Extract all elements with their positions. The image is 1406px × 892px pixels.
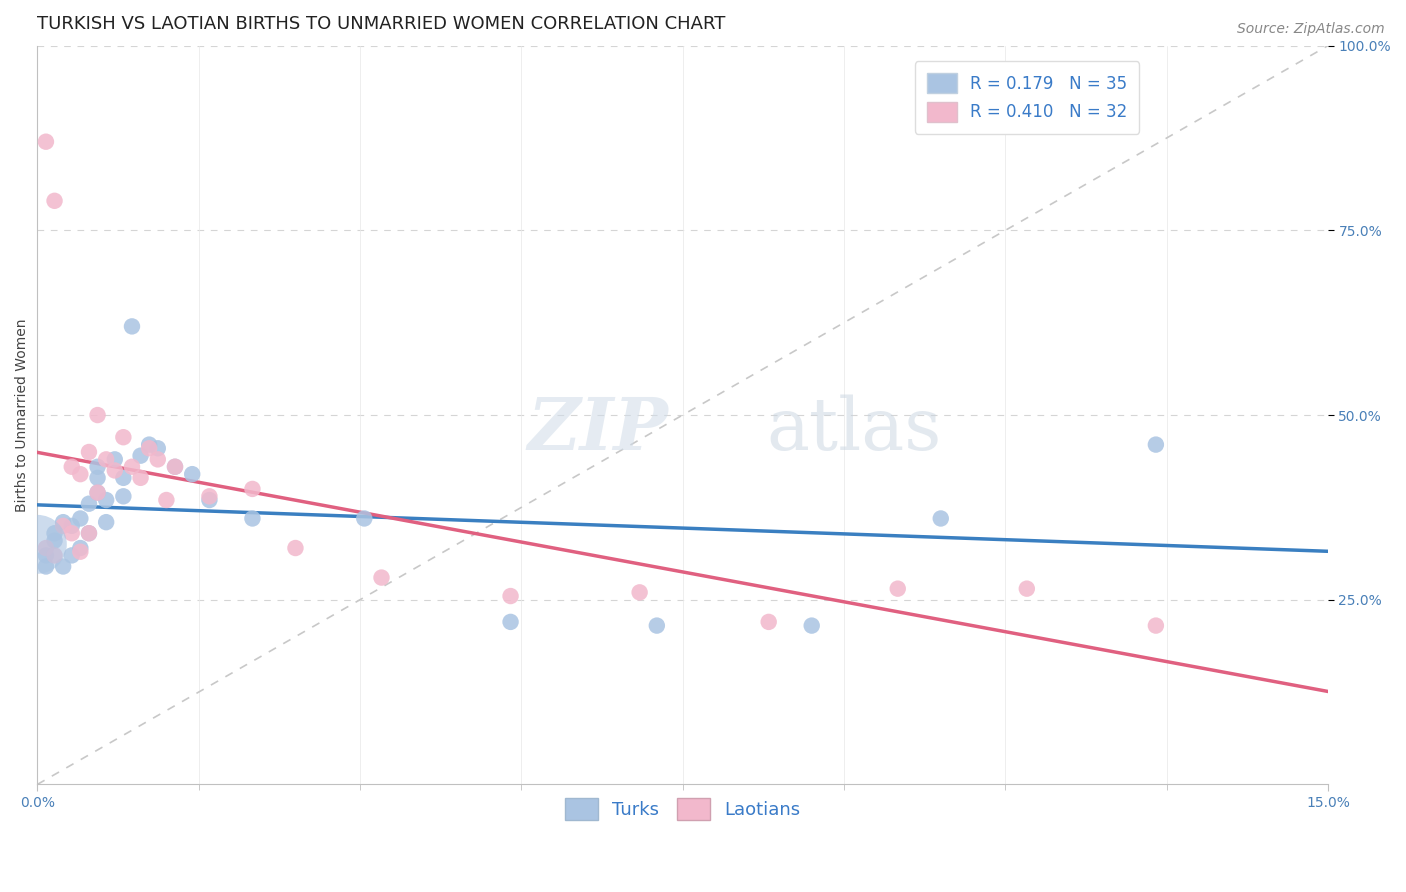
Point <box>129 449 152 463</box>
Point <box>242 511 264 525</box>
Point <box>758 615 780 629</box>
Point <box>52 559 75 574</box>
Point <box>121 319 143 334</box>
Point <box>198 493 221 508</box>
Point <box>27 537 49 551</box>
Text: atlas: atlas <box>766 394 942 465</box>
Point <box>86 485 108 500</box>
Point <box>800 618 823 632</box>
Point <box>146 442 169 456</box>
Point <box>242 482 264 496</box>
Point <box>129 471 152 485</box>
Point <box>35 135 58 149</box>
Point <box>44 526 66 541</box>
Point <box>69 467 91 482</box>
Point <box>370 571 392 585</box>
Point <box>1015 582 1038 596</box>
Y-axis label: Births to Unmarried Women: Births to Unmarried Women <box>15 318 30 512</box>
Point <box>112 430 135 444</box>
Point <box>52 519 75 533</box>
Point <box>499 615 522 629</box>
Point <box>52 515 75 529</box>
Point <box>96 515 118 529</box>
Point <box>1144 618 1167 632</box>
Point <box>60 459 83 474</box>
Point <box>1144 437 1167 451</box>
Point <box>69 545 91 559</box>
Point <box>138 437 160 451</box>
Point <box>77 526 100 541</box>
Point <box>86 459 108 474</box>
Point <box>929 511 952 525</box>
Point <box>198 489 221 503</box>
Point <box>44 194 66 208</box>
Point <box>181 467 204 482</box>
Point <box>353 511 375 525</box>
Point <box>44 533 66 548</box>
Point <box>645 618 668 632</box>
Text: TURKISH VS LAOTIAN BIRTHS TO UNMARRIED WOMEN CORRELATION CHART: TURKISH VS LAOTIAN BIRTHS TO UNMARRIED W… <box>38 15 725 33</box>
Point <box>69 541 91 555</box>
Point <box>104 463 127 477</box>
Point <box>77 497 100 511</box>
Point <box>60 549 83 563</box>
Text: Source: ZipAtlas.com: Source: ZipAtlas.com <box>1237 22 1385 37</box>
Point <box>121 459 143 474</box>
Text: ZIP: ZIP <box>527 394 669 466</box>
Point <box>86 471 108 485</box>
Point <box>284 541 307 555</box>
Point <box>60 526 83 541</box>
Point <box>163 459 186 474</box>
Point <box>35 541 58 555</box>
Point <box>35 559 58 574</box>
Point <box>86 485 108 500</box>
Point <box>112 489 135 503</box>
Legend: Turks, Laotians: Turks, Laotians <box>558 790 807 827</box>
Point <box>35 549 58 563</box>
Point <box>163 459 186 474</box>
Point <box>96 493 118 508</box>
Point <box>155 493 177 508</box>
Point <box>77 445 100 459</box>
Point <box>44 549 66 563</box>
Point <box>887 582 910 596</box>
Point <box>86 408 108 422</box>
Point <box>96 452 118 467</box>
Point <box>77 526 100 541</box>
Point <box>60 519 83 533</box>
Point <box>499 589 522 603</box>
Point <box>104 452 127 467</box>
Point <box>138 442 160 456</box>
Point <box>112 471 135 485</box>
Point <box>69 511 91 525</box>
Point <box>146 452 169 467</box>
Point <box>628 585 651 599</box>
